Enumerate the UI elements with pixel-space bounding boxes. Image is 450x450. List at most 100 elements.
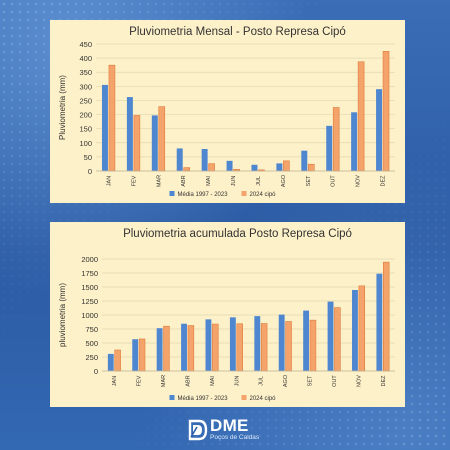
x-tick-label: SET bbox=[306, 175, 312, 186]
y-tick-label: 0 bbox=[94, 367, 98, 376]
x-tick-label: MAI bbox=[206, 176, 212, 186]
x-tick-label: MAI bbox=[210, 376, 216, 386]
bar-media bbox=[132, 339, 139, 371]
bar-2024 bbox=[163, 325, 170, 372]
bar-media bbox=[276, 163, 283, 171]
bar-2024 bbox=[382, 51, 390, 172]
x-tick-label: FEV bbox=[137, 375, 143, 386]
legend-swatch bbox=[169, 191, 175, 196]
bar-2024 bbox=[283, 160, 290, 172]
bar-2024 bbox=[212, 323, 219, 372]
x-tick-label: FEV bbox=[131, 175, 137, 186]
bar-media bbox=[351, 112, 358, 171]
y-tick-label: 1750 bbox=[81, 269, 98, 278]
bar-2024 bbox=[208, 163, 215, 172]
dme-logo: DME Poços de Caldas bbox=[188, 417, 268, 445]
y-tick-label: 100 bbox=[79, 139, 92, 148]
bar-2024 bbox=[158, 106, 166, 172]
bar-media bbox=[126, 97, 133, 171]
logo-name: DME bbox=[210, 416, 249, 435]
bar-media bbox=[303, 310, 310, 371]
bar-media bbox=[156, 328, 163, 371]
legend-swatch bbox=[241, 191, 247, 196]
bar-2024 bbox=[260, 323, 268, 372]
bar-media bbox=[301, 150, 308, 171]
x-tick-label: ABR bbox=[181, 175, 187, 186]
bar-media bbox=[226, 160, 233, 171]
x-tick-label: MAR bbox=[161, 375, 167, 387]
bar-media bbox=[151, 115, 158, 171]
bar-media bbox=[181, 323, 187, 371]
bar-media bbox=[201, 148, 208, 171]
legend-label: 2024 cipó bbox=[250, 192, 277, 198]
x-tick-label: JUN bbox=[234, 376, 240, 387]
legend-swatch bbox=[241, 395, 247, 400]
y-tick-label: 750 bbox=[85, 325, 98, 334]
bar-media bbox=[326, 125, 333, 171]
bar-media bbox=[278, 314, 285, 371]
bar-2024 bbox=[334, 307, 341, 372]
legend-label: 2024 cipó bbox=[250, 396, 277, 402]
bar-2024 bbox=[114, 349, 121, 372]
x-tick-label: OUT bbox=[332, 375, 338, 387]
monthly-rainfall-chart: Pluviometria Mensal - Posto Represa Cipó… bbox=[50, 20, 405, 203]
x-tick-label: ABR bbox=[185, 375, 191, 386]
y-tick-label: 450 bbox=[79, 40, 92, 49]
x-tick-label: JAN bbox=[106, 176, 112, 186]
y-tick-label: 2000 bbox=[81, 255, 98, 264]
y-tick-label: 250 bbox=[79, 96, 92, 105]
bar-2024 bbox=[138, 338, 146, 372]
x-tick-label: OUT bbox=[331, 175, 337, 187]
bar-2024 bbox=[382, 261, 390, 372]
bar-2024 bbox=[358, 285, 366, 372]
x-tick-label: MAR bbox=[156, 175, 162, 187]
bar-2024 bbox=[307, 163, 315, 172]
bar-media bbox=[352, 289, 358, 371]
bar-media bbox=[176, 148, 183, 171]
bar-media bbox=[254, 316, 261, 371]
x-tick-label: JUL bbox=[256, 176, 262, 186]
x-tick-label: DEZ bbox=[381, 375, 387, 387]
chart-svg: Pluviometria acumulada Posto Represa Cip… bbox=[58, 228, 395, 402]
bar-2024 bbox=[236, 323, 243, 372]
bar-media bbox=[251, 164, 258, 171]
bar-media bbox=[327, 301, 334, 371]
legend-swatch bbox=[169, 395, 175, 400]
cumulative-rainfall-chart: Pluviometria acumulada Posto Represa Cip… bbox=[50, 222, 405, 407]
y-tick-label: 350 bbox=[79, 68, 92, 77]
y-tick-label: 250 bbox=[85, 353, 98, 362]
bar-2024 bbox=[187, 325, 195, 372]
x-tick-label: AGO bbox=[281, 174, 287, 187]
y-tick-label: 400 bbox=[79, 54, 92, 63]
bar-2024 bbox=[108, 64, 116, 172]
legend-label: Média 1997 - 2023 bbox=[178, 192, 229, 198]
bar-media bbox=[107, 353, 114, 371]
bar-2024 bbox=[285, 321, 292, 372]
bar-2024 bbox=[309, 319, 317, 372]
bar-media bbox=[101, 84, 108, 171]
bar-2024 bbox=[332, 107, 340, 172]
bar-2024 bbox=[183, 167, 190, 172]
x-tick-label: JUL bbox=[259, 376, 265, 386]
bar-media bbox=[205, 319, 212, 371]
y-tick-label: 500 bbox=[85, 339, 98, 348]
x-tick-label: NOV bbox=[356, 175, 362, 187]
chart-title: Pluviometria Mensal - Posto Represa Cipó bbox=[129, 26, 346, 38]
x-tick-label: SET bbox=[308, 375, 314, 386]
y-tick-label: 300 bbox=[79, 82, 92, 91]
x-tick-label: JAN bbox=[112, 376, 118, 386]
y-axis-title: pluviometria (mm) bbox=[58, 283, 67, 347]
chart-svg: Pluviometria Mensal - Posto Represa Cipó… bbox=[58, 26, 395, 198]
bar-media bbox=[376, 89, 383, 171]
bar-media bbox=[229, 317, 236, 371]
x-tick-label: JUN bbox=[231, 176, 237, 187]
dme-logo-icon bbox=[188, 419, 208, 441]
legend-label: Média 1997 - 2023 bbox=[178, 396, 229, 402]
y-tick-label: 1000 bbox=[81, 311, 98, 320]
bar-2024 bbox=[133, 115, 141, 172]
y-tick-label: 200 bbox=[79, 111, 92, 120]
y-axis-title: Pluviometria (mm) bbox=[58, 75, 67, 140]
y-tick-label: 0 bbox=[88, 167, 92, 176]
y-tick-label: 1250 bbox=[81, 297, 98, 306]
x-tick-label: DEZ bbox=[381, 175, 387, 187]
